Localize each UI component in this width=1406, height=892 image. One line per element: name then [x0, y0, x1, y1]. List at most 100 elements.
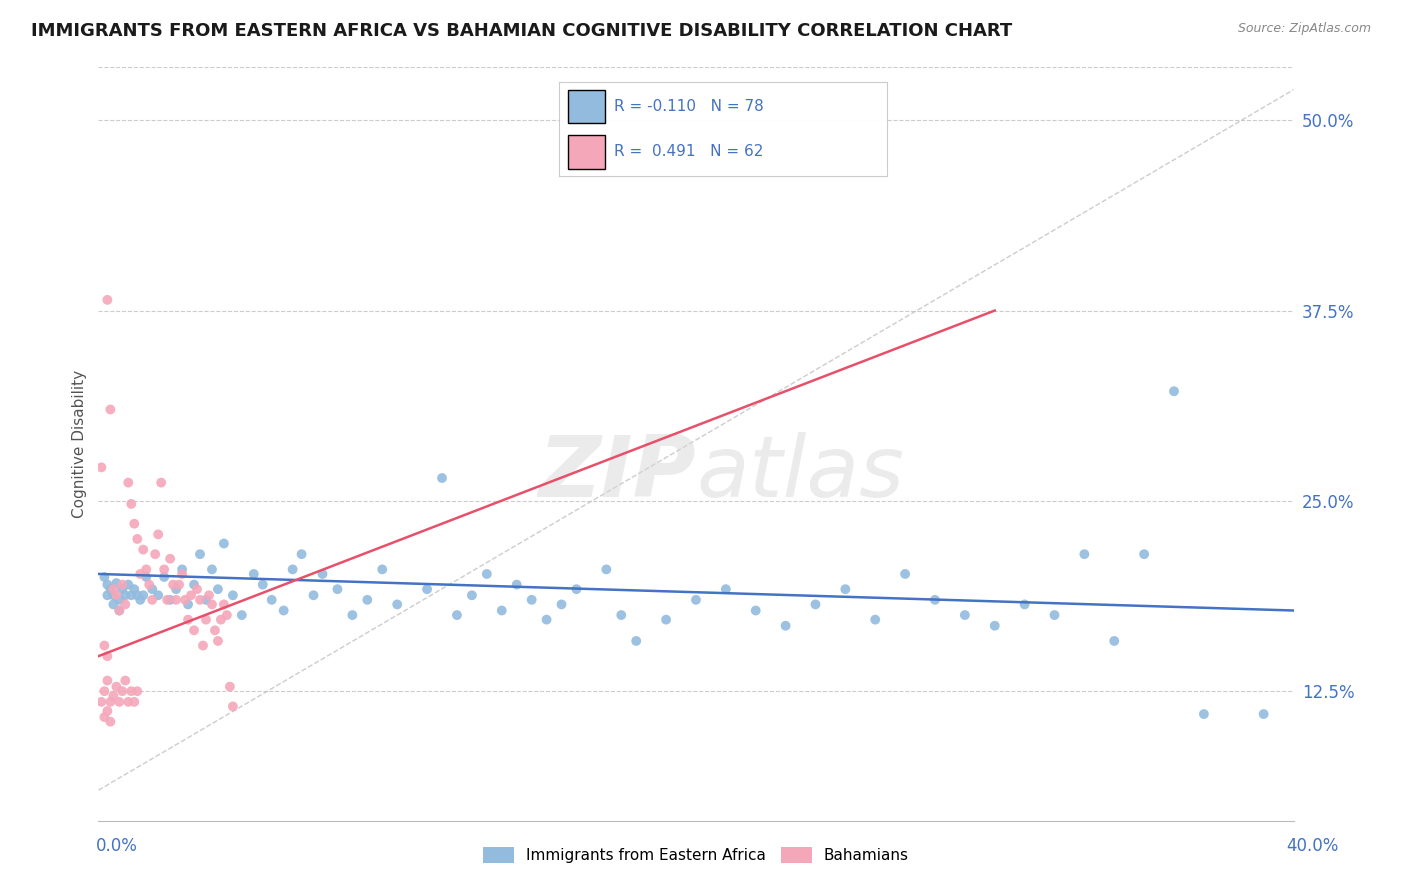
Point — [96, 588, 118, 602]
Point — [188, 547, 211, 561]
Point — [195, 613, 218, 627]
Point — [191, 639, 214, 653]
Point — [461, 588, 484, 602]
Point — [1163, 384, 1185, 399]
Point — [595, 562, 617, 576]
Point — [165, 582, 187, 597]
Point — [491, 603, 513, 617]
Point — [174, 592, 197, 607]
Point — [804, 598, 827, 612]
Point — [132, 542, 155, 557]
Point — [156, 592, 179, 607]
Point — [98, 695, 122, 709]
Point — [222, 699, 245, 714]
Point — [138, 577, 160, 591]
Point — [222, 588, 245, 602]
Point — [834, 582, 856, 597]
Point — [127, 684, 149, 698]
Point — [201, 598, 224, 612]
Y-axis label: Cognitive Disability: Cognitive Disability — [72, 369, 87, 518]
Point — [183, 577, 205, 591]
Point — [127, 532, 149, 546]
Point — [416, 582, 439, 597]
Point — [252, 577, 274, 591]
Point — [159, 551, 181, 566]
Point — [201, 562, 224, 576]
Point — [111, 577, 134, 591]
Point — [385, 598, 409, 612]
Point — [291, 547, 314, 561]
Point — [243, 566, 266, 581]
Point — [111, 582, 134, 597]
Point — [105, 576, 128, 591]
Point — [195, 592, 218, 607]
Point — [302, 588, 325, 602]
Text: IMMIGRANTS FROM EASTERN AFRICA VS BAHAMIAN COGNITIVE DISABILITY CORRELATION CHAR: IMMIGRANTS FROM EASTERN AFRICA VS BAHAMI… — [31, 22, 1012, 40]
Point — [98, 582, 122, 597]
Point — [430, 471, 453, 485]
Point — [610, 608, 633, 623]
Point — [129, 592, 152, 607]
Point — [446, 608, 468, 623]
Point — [953, 608, 976, 623]
Point — [984, 618, 1007, 632]
Point — [550, 598, 572, 612]
Point — [111, 684, 134, 698]
Point — [108, 603, 131, 617]
Point — [626, 634, 648, 648]
Point — [475, 566, 498, 581]
Point — [342, 608, 364, 623]
Point — [120, 588, 142, 602]
Point — [141, 592, 163, 607]
Point — [745, 603, 768, 617]
Point — [153, 570, 176, 584]
Point — [103, 598, 125, 612]
Point — [172, 566, 194, 581]
Point — [117, 577, 139, 591]
Point — [108, 592, 131, 607]
Point — [356, 592, 378, 607]
Point — [894, 566, 917, 581]
Point — [114, 588, 136, 602]
Point — [186, 582, 208, 597]
Point — [148, 527, 170, 541]
Point — [108, 695, 131, 709]
Point — [1014, 598, 1036, 612]
Point — [93, 684, 115, 698]
Point — [114, 598, 136, 612]
Point — [1133, 547, 1156, 561]
Point — [96, 577, 118, 591]
Point — [1192, 707, 1215, 722]
Point — [153, 562, 176, 576]
Point — [924, 592, 946, 607]
Point — [311, 566, 333, 581]
Point — [260, 592, 283, 607]
Point — [120, 497, 142, 511]
Point — [93, 710, 115, 724]
Point — [204, 624, 226, 638]
Point — [231, 608, 253, 623]
Point — [124, 582, 146, 597]
Point — [273, 603, 295, 617]
Legend: Immigrants from Eastern Africa, Bahamians: Immigrants from Eastern Africa, Bahamian… — [477, 841, 915, 870]
Point — [180, 588, 202, 602]
Point — [655, 613, 678, 627]
Point — [117, 695, 139, 709]
Point — [90, 695, 112, 709]
Point — [143, 547, 166, 561]
Point — [212, 598, 235, 612]
Point — [124, 516, 146, 531]
Text: Source: ZipAtlas.com: Source: ZipAtlas.com — [1237, 22, 1371, 36]
Point — [93, 639, 115, 653]
Point — [96, 673, 118, 688]
Point — [1043, 608, 1066, 623]
Point — [98, 402, 122, 417]
Point — [172, 562, 194, 576]
Point — [165, 592, 187, 607]
Point — [96, 704, 118, 718]
Point — [371, 562, 394, 576]
Point — [159, 592, 181, 607]
Point — [215, 608, 238, 623]
Point — [162, 577, 184, 591]
Point — [536, 613, 558, 627]
